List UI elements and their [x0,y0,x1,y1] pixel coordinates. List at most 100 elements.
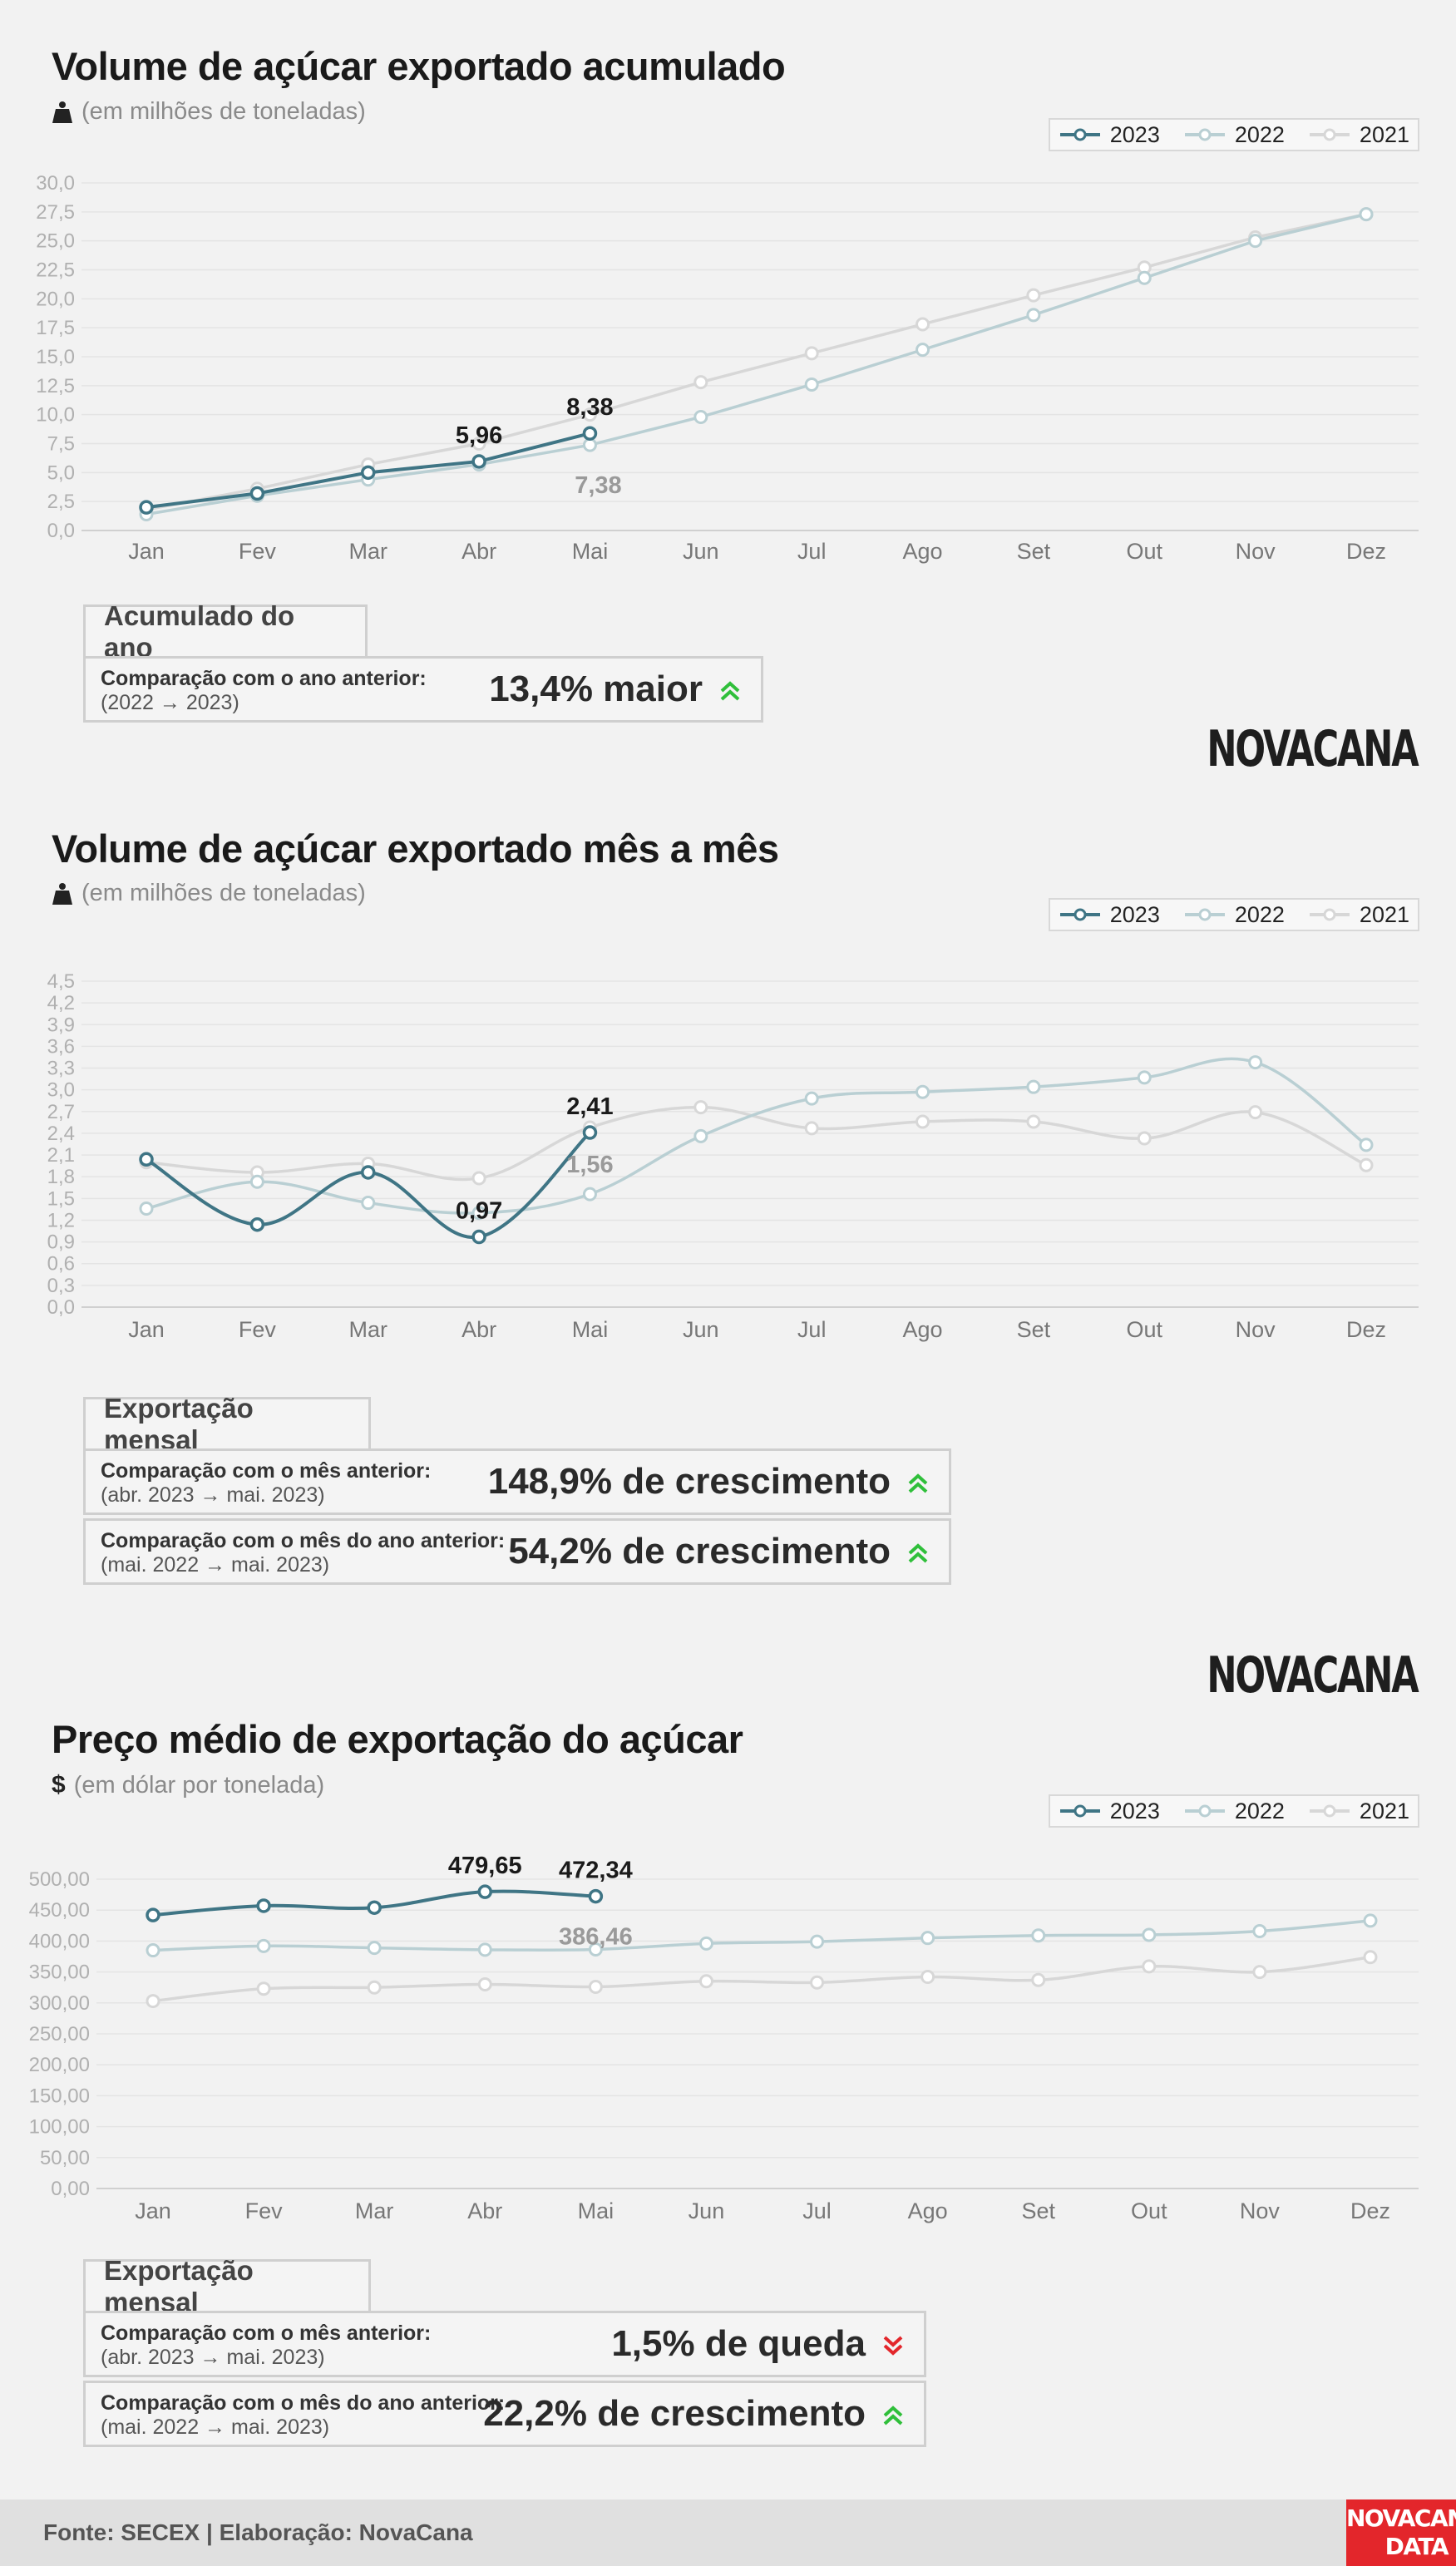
data-point-2023 [582,426,598,441]
summary-row: Comparação com o ano anterior: (2022 → 20… [83,656,763,723]
data-point-2022 [256,1938,271,1953]
data-point-2021 [367,1980,382,1995]
data-label-2023: 479,65 [448,1853,522,1879]
footer: Fonte: SECEX | Elaboração: NovaCana NOVA… [0,2499,1456,2566]
data-label-2022: 1,56 [566,1152,613,1178]
summary-row-label: Comparação com o mês anterior: (abr. 2023… [101,2322,431,2370]
y-tick-label: 3,9 [47,1014,75,1036]
summary-row-label: Comparação com o mês anterior: (abr. 2023… [101,1459,431,1508]
data-point-2022 [367,1941,382,1956]
data-point-2023 [249,1216,265,1232]
data-point-2022 [810,1934,825,1949]
chart-plot-price: 500,00 450,00 400,00 350,00 300,00 250,00 200,… [29,1853,1419,2223]
chart-legend: 2023 2022 2021 [1048,1794,1419,1828]
legend-label-2021: 2021 [1359,901,1409,927]
x-tick-label: Ago [903,1317,943,1342]
data-point-2022 [1142,1927,1157,1942]
x-tick-label: Nov [1236,539,1276,564]
data-point-2021 [471,437,486,451]
weight-icon [52,882,72,905]
x-tick-label: Out [1127,539,1163,564]
x-tick-label: Fev [239,1317,277,1342]
data-point-2022 [1026,1079,1041,1094]
data-point-2023 [139,1152,154,1167]
y-tick-label: 0,6 [47,1253,75,1276]
x-tick-label: Mai [578,2198,614,2223]
y-tick-label: 1,5 [47,1187,75,1210]
double-chevron-up-icon [720,681,740,701]
legend-swatch-2021 [1309,1804,1350,1818]
chart-title: Preço médio de exportação do açúcar [52,1717,743,1761]
data-point-2022 [804,377,819,392]
data-point-2023 [249,486,265,501]
x-tick-label: Jul [797,1317,827,1342]
data-point-2021 [1142,1959,1157,1974]
data-point-2022 [139,1202,154,1216]
novacana-logo: NOVACANA [1207,720,1419,778]
x-tick-label: Out [1127,1317,1163,1342]
novacana-logo: NOVACANA [1207,1646,1419,1705]
y-tick-label: 15,0 [36,346,75,368]
legend-item-2023: 2023 [1059,122,1160,148]
summary-row-label-text: Comparação com o ano anterior: [101,667,427,690]
data-point-2023 [582,1125,598,1140]
series-line-2021 [146,1105,1367,1182]
series-line-2022 [146,212,1367,516]
legend-item-2022: 2022 [1183,1799,1285,1824]
data-point-2021 [916,1114,930,1129]
legend-label-2022: 2022 [1234,121,1285,147]
data-point-2022 [1031,1928,1046,1943]
data-point-2022 [693,409,708,424]
legend-swatch-2023 [1059,1804,1100,1818]
y-tick-label: 500,00 [29,1868,90,1891]
summary-row-value: 54,2% de crescimento [508,1531,891,1572]
x-tick-label: Mai [572,1317,609,1342]
legend-swatch-2022 [1184,908,1225,921]
dollar-icon: $ [52,1771,66,1799]
summary-row-period: (2022 → 2023) [101,691,239,714]
x-tick-label: Abr [467,2198,502,2223]
x-tick-label: Abr [461,539,496,564]
data-point-2022 [1252,1923,1267,1938]
weight-icon [52,101,72,123]
y-tick-label: 3,0 [47,1079,75,1102]
data-label-2023: 472,34 [559,1858,633,1884]
y-tick-label: 10,0 [36,404,75,427]
x-tick-label: Jun [689,2198,725,2223]
x-tick-label: Dez [1350,2198,1390,2223]
legend-label-2023: 2023 [1109,1798,1160,1823]
series-line-2022 [152,1919,1371,1952]
chart-title: Volume de açúcar exportado mês a mês [52,827,779,871]
double-chevron-up-icon [883,2406,903,2425]
x-tick-label: Jun [683,539,719,564]
data-point-2021 [916,317,930,332]
y-tick-label: 150,00 [29,2085,90,2107]
summary-tab: Exportação mensal [83,1393,371,1455]
footer-logo-line2: DATA [1384,2533,1449,2560]
x-tick-label: Mar [348,1317,387,1342]
series-line-2022 [146,1057,1368,1215]
y-tick-label: 4,5 [47,970,75,993]
summary-row-label: Comparação com o mês do ano anterior: (ma… [101,1529,505,1577]
summary-row-value: 22,2% de crescimento [483,2393,866,2434]
summary-row-label: Comparação com o mês do ano anterior: (ma… [101,2391,505,2440]
data-point-2023 [588,1888,604,1904]
y-tick-label: 4,2 [47,992,75,1014]
data-point-2022 [1026,308,1041,323]
x-tick-label: Set [1017,1317,1051,1342]
double-chevron-down-icon [883,2336,903,2356]
data-point-2021 [1137,1131,1152,1146]
chart-title: Volume de açúcar exportado acumulado [52,44,786,88]
chart-legend: 2023 2022 2021 [1048,118,1419,151]
y-tick-label: 25,0 [36,230,75,253]
summary-row: Comparação com o mês anterior: (abr. 2023… [83,2311,926,2377]
legend-item-2021: 2021 [1308,902,1409,928]
y-tick-label: 250,00 [29,2023,90,2045]
data-point-2021 [1026,288,1041,303]
data-label-2023: 5,96 [456,422,502,449]
chart-subtitle: $ (em dólar por tonelada) [52,1771,324,1799]
data-point-2022 [1248,1055,1263,1070]
y-tick-label: 0,3 [47,1275,75,1297]
x-tick-label: Mar [355,2198,394,2223]
data-point-2023 [471,1229,486,1245]
